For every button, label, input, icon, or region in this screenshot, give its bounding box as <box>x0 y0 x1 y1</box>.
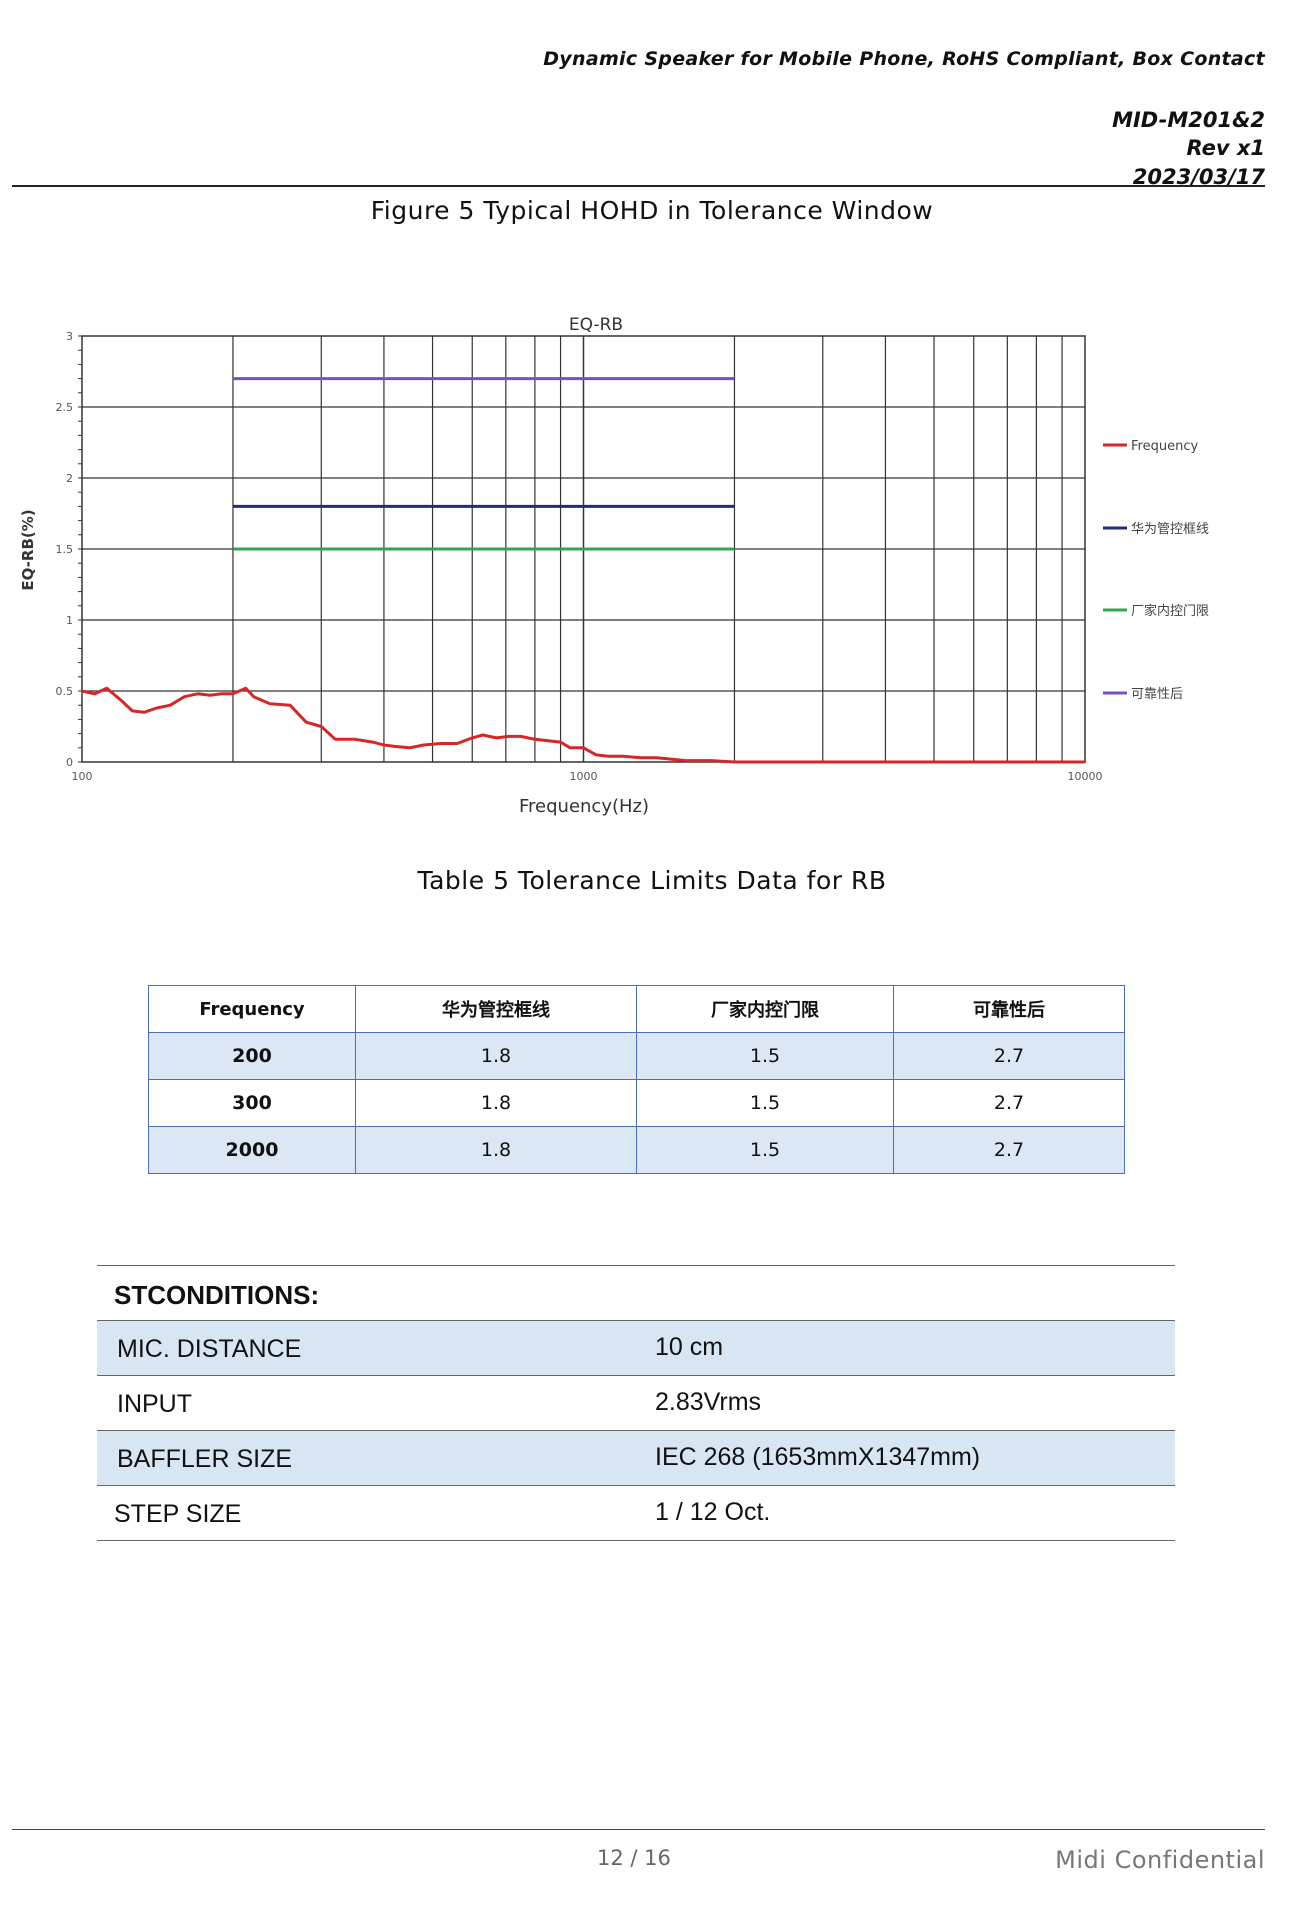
table-row: 200 1.8 1.5 2.7 <box>148 1032 1125 1080</box>
figure-caption: Figure 5 Typical HOHD in Tolerance Windo… <box>370 196 934 225</box>
table-cell: 300 <box>148 1079 356 1127</box>
table-cell: 2000 <box>148 1126 356 1174</box>
test-conditions: STCONDITIONS: MIC. DISTANCE 10 cm INPUT … <box>97 1265 1175 1541</box>
x-tick-label: 10000 <box>1068 770 1103 783</box>
table-cell: 2.7 <box>893 1032 1125 1080</box>
condition-row: MIC. DISTANCE 10 cm <box>97 1320 1175 1375</box>
legend-label: 厂家内控门限 <box>1131 603 1209 619</box>
header-divider <box>12 185 1265 187</box>
y-tick-label: 0.5 <box>56 685 74 698</box>
limits-table-header: Frequency 华为管控框线 厂家内控门限 可靠性后 <box>148 985 1125 1033</box>
table-cell: 1.5 <box>636 1079 894 1127</box>
conditions-title-row: STCONDITIONS: <box>97 1265 1175 1320</box>
chart-axes: 0 0.5 1 1.5 2 2.5 3 100 1000 10000 <box>56 330 1103 783</box>
condition-row: INPUT 2.83Vrms <box>97 1375 1175 1430</box>
document-title: Dynamic Speaker for Mobile Phone, RoHS C… <box>543 48 1265 70</box>
condition-key: BAFFLER SIZE <box>117 1445 293 1473</box>
condition-row: BAFFLER SIZE IEC 268 (1653mmX1347mm) <box>97 1430 1175 1485</box>
table-cell: 1.5 <box>636 1032 894 1080</box>
table-caption: Table 5 Tolerance Limits Data for RB <box>417 866 887 895</box>
legend-label: 可靠性后 <box>1131 687 1183 702</box>
table-row: 2000 1.8 1.5 2.7 <box>148 1126 1125 1174</box>
condition-key: INPUT <box>117 1390 192 1418</box>
limits-header-huawei: 华为管控框线 <box>355 985 637 1033</box>
chart-ylabel: EQ-RB(%) <box>19 509 37 590</box>
table-cell: 1.8 <box>355 1032 637 1080</box>
limits-header-vendor: 厂家内控门限 <box>636 985 894 1033</box>
chart-title: EQ-RB <box>569 315 623 335</box>
chart-xlabel: Frequency(Hz) <box>519 796 649 817</box>
table-row: 300 1.8 1.5 2.7 <box>148 1079 1125 1127</box>
chart-series <box>81 377 1085 764</box>
condition-value: 1 / 12 Oct. <box>655 1498 771 1526</box>
condition-value: 2.83Vrms <box>655 1388 762 1416</box>
table-cell: 2.7 <box>893 1079 1125 1127</box>
condition-value: 10 cm <box>655 1333 724 1361</box>
document-meta: MID-M201&2 Rev x1 2023/03/17 <box>1112 106 1265 191</box>
limits-header-reliability: 可靠性后 <box>893 985 1125 1033</box>
table-cell: 1.8 <box>355 1079 637 1127</box>
eq-rb-chart: 0 0.5 1 1.5 2 2.5 3 100 1000 10000 Frequency 华为管控框… <box>19 315 1209 817</box>
legend-label: 华为管控框线 <box>1131 522 1209 537</box>
condition-key: MIC. DISTANCE <box>117 1335 302 1363</box>
y-tick-label: 2 <box>66 472 73 485</box>
x-tick-label: 1000 <box>570 770 598 783</box>
conditions-title: STCONDITIONS: <box>114 1280 320 1310</box>
condition-key: STEP SIZE <box>114 1500 242 1528</box>
limits-table: Frequency 华为管控框线 厂家内控门限 可靠性后 200 1.8 1.5… <box>148 985 1125 1174</box>
x-tick-label: 100 <box>72 770 93 783</box>
table-cell: 200 <box>148 1032 356 1080</box>
series-frequency <box>81 686 1085 764</box>
y-tick-label: 1 <box>66 614 73 627</box>
page-number: 12 / 16 <box>597 1846 671 1870</box>
limits-header-frequency: Frequency <box>148 985 356 1033</box>
condition-value: IEC 268 (1653mmX1347mm) <box>655 1443 981 1471</box>
y-tick-label: 0 <box>66 756 73 769</box>
table-cell: 1.8 <box>355 1126 637 1174</box>
y-tick-label: 2.5 <box>56 401 74 414</box>
confidential-label: Midi Confidential <box>1055 1846 1265 1874</box>
footer-divider <box>12 1829 1265 1830</box>
doc-rev: Rev x1 <box>1186 136 1265 160</box>
doc-id: MID-M201&2 <box>1112 108 1265 132</box>
condition-row: STEP SIZE 1 / 12 Oct. <box>97 1485 1175 1541</box>
legend-label: Frequency <box>1131 439 1198 454</box>
y-tick-label: 1.5 <box>56 543 74 556</box>
y-tick-label: 3 <box>66 330 73 343</box>
table-cell: 1.5 <box>636 1126 894 1174</box>
table-cell: 2.7 <box>893 1126 1125 1174</box>
